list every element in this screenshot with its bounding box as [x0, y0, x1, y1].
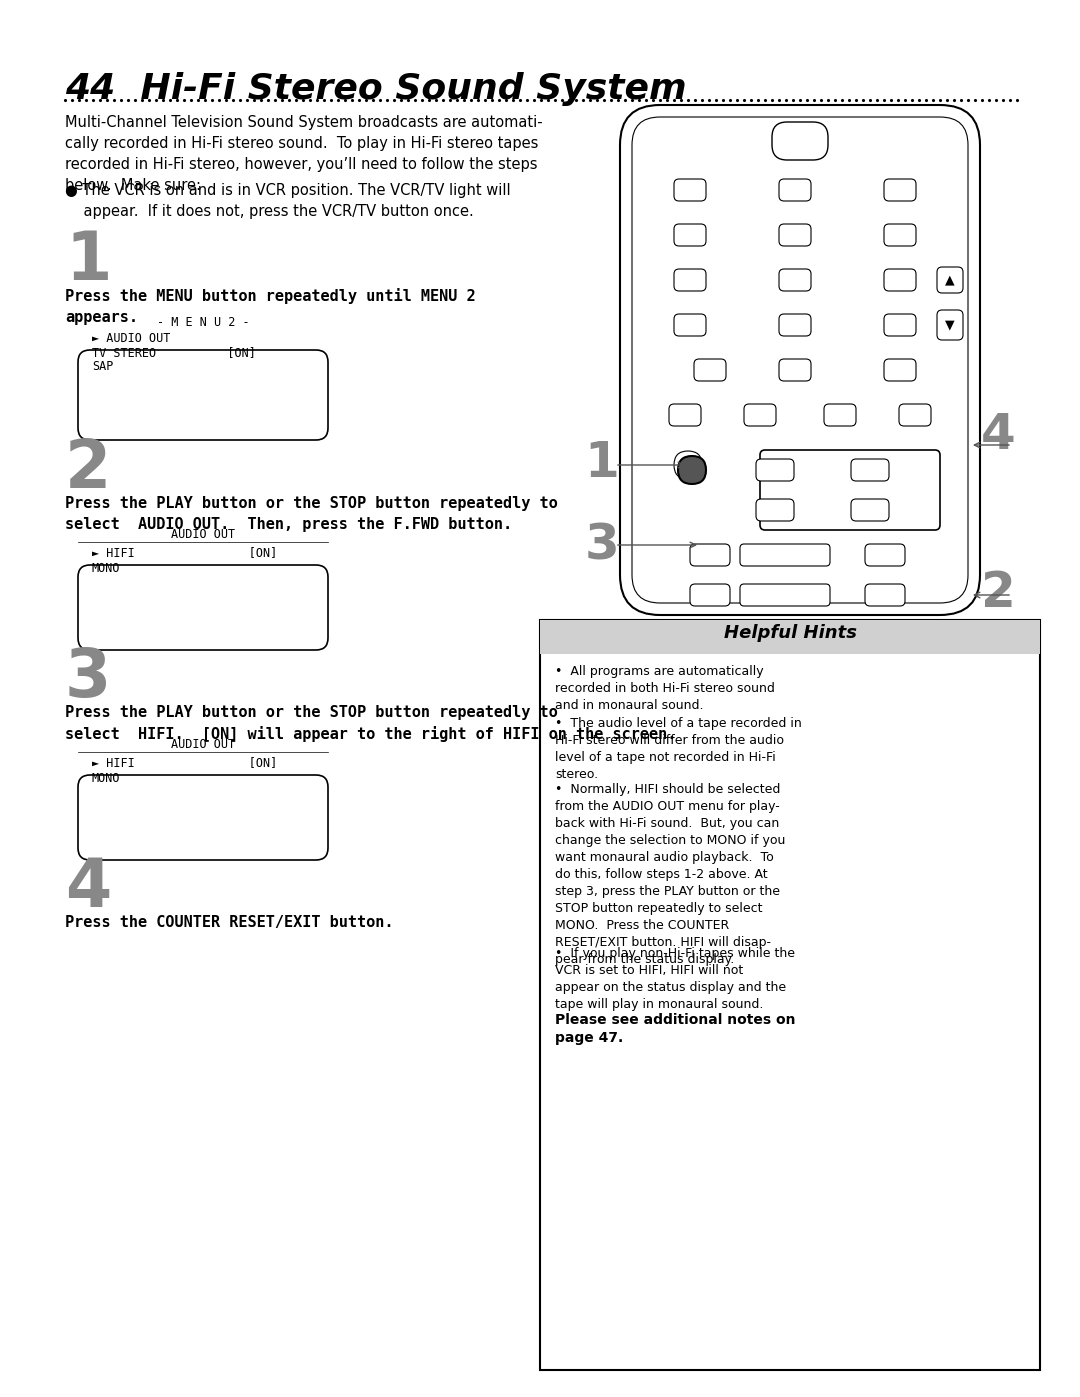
Text: MONO: MONO [92, 562, 121, 576]
Text: ► HIFI                [ON]: ► HIFI [ON] [92, 756, 278, 768]
FancyBboxPatch shape [78, 351, 328, 440]
Text: Press the COUNTER RESET/EXIT button.: Press the COUNTER RESET/EXIT button. [65, 915, 393, 930]
FancyBboxPatch shape [694, 359, 726, 381]
Text: •  The audio level of a tape recorded in
Hi-Fi stereo will differ from the audio: • The audio level of a tape recorded in … [555, 717, 801, 781]
FancyBboxPatch shape [885, 314, 916, 337]
FancyBboxPatch shape [885, 179, 916, 201]
Text: •  If you play non-Hi-Fi tapes while the
VCR is set to HIFI, HIFI will not
appea: • If you play non-Hi-Fi tapes while the … [555, 947, 795, 1011]
FancyBboxPatch shape [851, 499, 889, 521]
FancyBboxPatch shape [779, 179, 811, 201]
Text: •  Normally, HIFI should be selected
from the AUDIO OUT menu for play-
back with: • Normally, HIFI should be selected from… [555, 782, 785, 965]
FancyBboxPatch shape [937, 267, 963, 293]
Text: •  All programs are automatically
recorded in both Hi-Fi stereo sound
and in mon: • All programs are automatically recorde… [555, 665, 774, 712]
FancyBboxPatch shape [937, 310, 963, 339]
FancyBboxPatch shape [674, 451, 702, 479]
Text: 4: 4 [65, 855, 111, 921]
Text: ▲: ▲ [945, 274, 955, 286]
FancyBboxPatch shape [632, 117, 968, 604]
Text: ● The VCR is on and is in VCR position. The VCR/TV light will
    appear.  If it: ● The VCR is on and is in VCR position. … [65, 183, 511, 219]
FancyBboxPatch shape [779, 359, 811, 381]
FancyBboxPatch shape [824, 404, 856, 426]
Text: ► HIFI                [ON]: ► HIFI [ON] [92, 546, 278, 559]
FancyBboxPatch shape [744, 404, 777, 426]
FancyBboxPatch shape [674, 224, 706, 246]
FancyBboxPatch shape [865, 543, 905, 566]
FancyBboxPatch shape [756, 499, 794, 521]
Text: - M E N U 2 -: - M E N U 2 - [157, 316, 249, 330]
FancyBboxPatch shape [885, 224, 916, 246]
FancyBboxPatch shape [740, 543, 831, 566]
FancyBboxPatch shape [779, 270, 811, 291]
Text: SAP: SAP [92, 360, 113, 373]
Text: 4: 4 [981, 411, 1015, 460]
Text: Helpful Hints: Helpful Hints [724, 624, 856, 643]
FancyBboxPatch shape [772, 122, 828, 161]
FancyBboxPatch shape [690, 543, 730, 566]
FancyBboxPatch shape [740, 584, 831, 606]
FancyBboxPatch shape [669, 404, 701, 426]
Text: 3: 3 [65, 645, 111, 711]
Text: AUDIO OUT: AUDIO OUT [171, 528, 235, 541]
FancyBboxPatch shape [78, 775, 328, 861]
FancyBboxPatch shape [885, 270, 916, 291]
Text: MONO: MONO [92, 773, 121, 785]
FancyBboxPatch shape [620, 105, 980, 615]
Text: 1: 1 [65, 228, 111, 293]
Text: TV STEREO          [ON]: TV STEREO [ON] [92, 346, 256, 359]
FancyBboxPatch shape [674, 270, 706, 291]
FancyBboxPatch shape [756, 460, 794, 481]
FancyBboxPatch shape [865, 584, 905, 606]
Text: 2: 2 [65, 436, 111, 502]
Text: 1: 1 [584, 439, 620, 488]
FancyBboxPatch shape [674, 179, 706, 201]
FancyBboxPatch shape [674, 314, 706, 337]
Text: Please see additional notes on
page 47.: Please see additional notes on page 47. [555, 1013, 796, 1045]
FancyBboxPatch shape [851, 460, 889, 481]
Text: 2: 2 [981, 569, 1015, 617]
Text: AUDIO OUT: AUDIO OUT [171, 738, 235, 752]
FancyBboxPatch shape [690, 584, 730, 606]
Text: ▼: ▼ [945, 319, 955, 331]
FancyBboxPatch shape [760, 450, 940, 529]
FancyBboxPatch shape [78, 564, 328, 650]
FancyBboxPatch shape [540, 620, 1040, 1370]
FancyBboxPatch shape [540, 620, 1040, 654]
Text: Press the MENU button repeatedly until MENU 2
appears.: Press the MENU button repeatedly until M… [65, 288, 475, 326]
Text: 3: 3 [584, 521, 619, 569]
Text: Press the PLAY button or the STOP button repeatedly to
select  AUDIO OUT.  Then,: Press the PLAY button or the STOP button… [65, 496, 557, 532]
Text: 44  Hi-Fi Stereo Sound System: 44 Hi-Fi Stereo Sound System [65, 73, 687, 106]
Text: ► AUDIO OUT: ► AUDIO OUT [92, 332, 171, 345]
FancyBboxPatch shape [885, 359, 916, 381]
Text: Press the PLAY button or the STOP button repeatedly to
select  HIFI.  [ON] will : Press the PLAY button or the STOP button… [65, 705, 676, 742]
FancyBboxPatch shape [779, 224, 811, 246]
FancyBboxPatch shape [678, 455, 706, 483]
FancyBboxPatch shape [899, 404, 931, 426]
FancyBboxPatch shape [779, 314, 811, 337]
Text: Multi-Channel Television Sound System broadcasts are automati-
cally recorded in: Multi-Channel Television Sound System br… [65, 115, 542, 193]
